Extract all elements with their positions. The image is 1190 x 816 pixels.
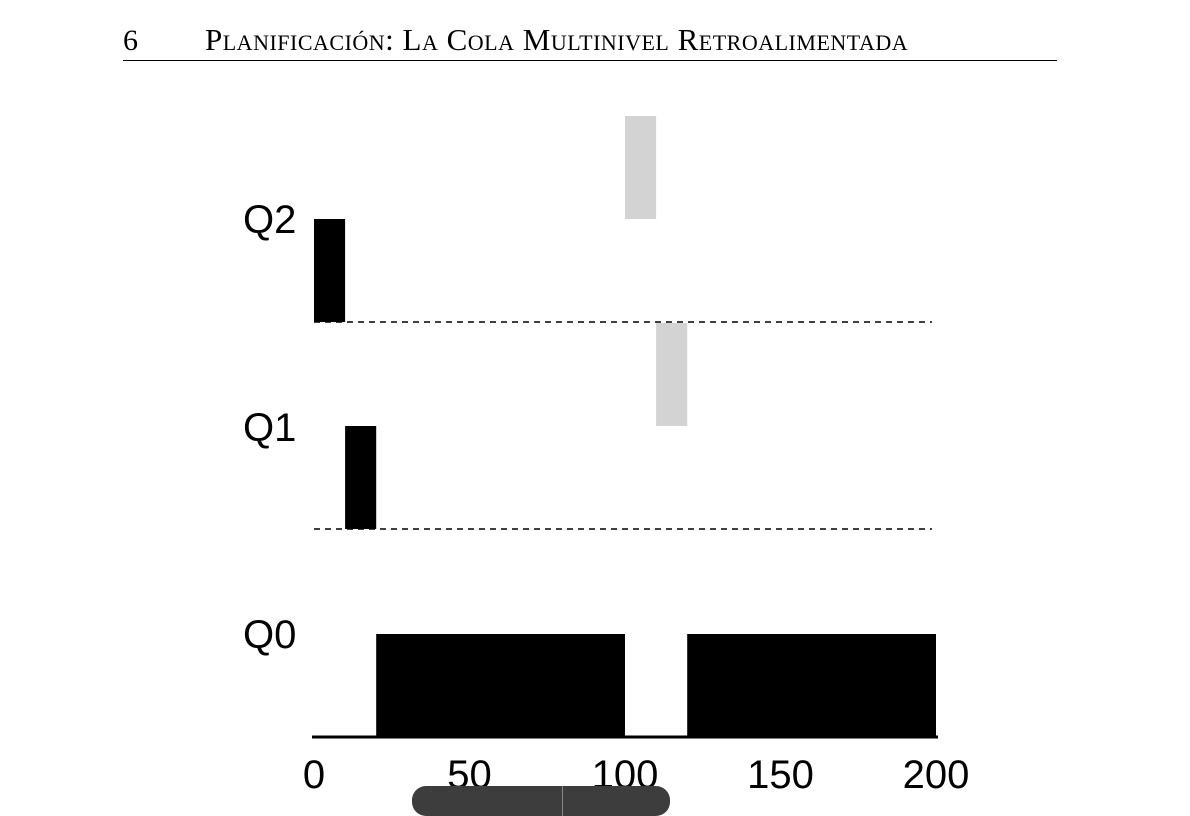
running-title: Planificación: La Cola Multinivel Retroa…	[205, 22, 909, 57]
toolbar-divider	[562, 786, 563, 816]
bar-q2-100-110	[625, 116, 657, 219]
bar-q1-10-20	[345, 426, 377, 529]
page-number: 6	[123, 24, 138, 57]
bar-q0-20-100	[376, 634, 625, 737]
queue-label-q0: Q0	[243, 613, 296, 657]
x-tick-label-200: 200	[903, 753, 970, 793]
bar-q1-110-120	[656, 323, 688, 426]
queue-label-q2: Q2	[243, 198, 296, 242]
x-tick-label-0: 0	[303, 753, 325, 793]
bottom-toolbar[interactable]	[412, 786, 670, 816]
page-header: 6 Planificación: La Cola Multinivel Retr…	[123, 14, 1057, 61]
x-tick-label-150: 150	[747, 753, 814, 793]
bar-q0-120-200	[687, 634, 936, 737]
queue-label-q1: Q1	[243, 406, 296, 450]
bar-q2-0-10	[314, 219, 346, 322]
